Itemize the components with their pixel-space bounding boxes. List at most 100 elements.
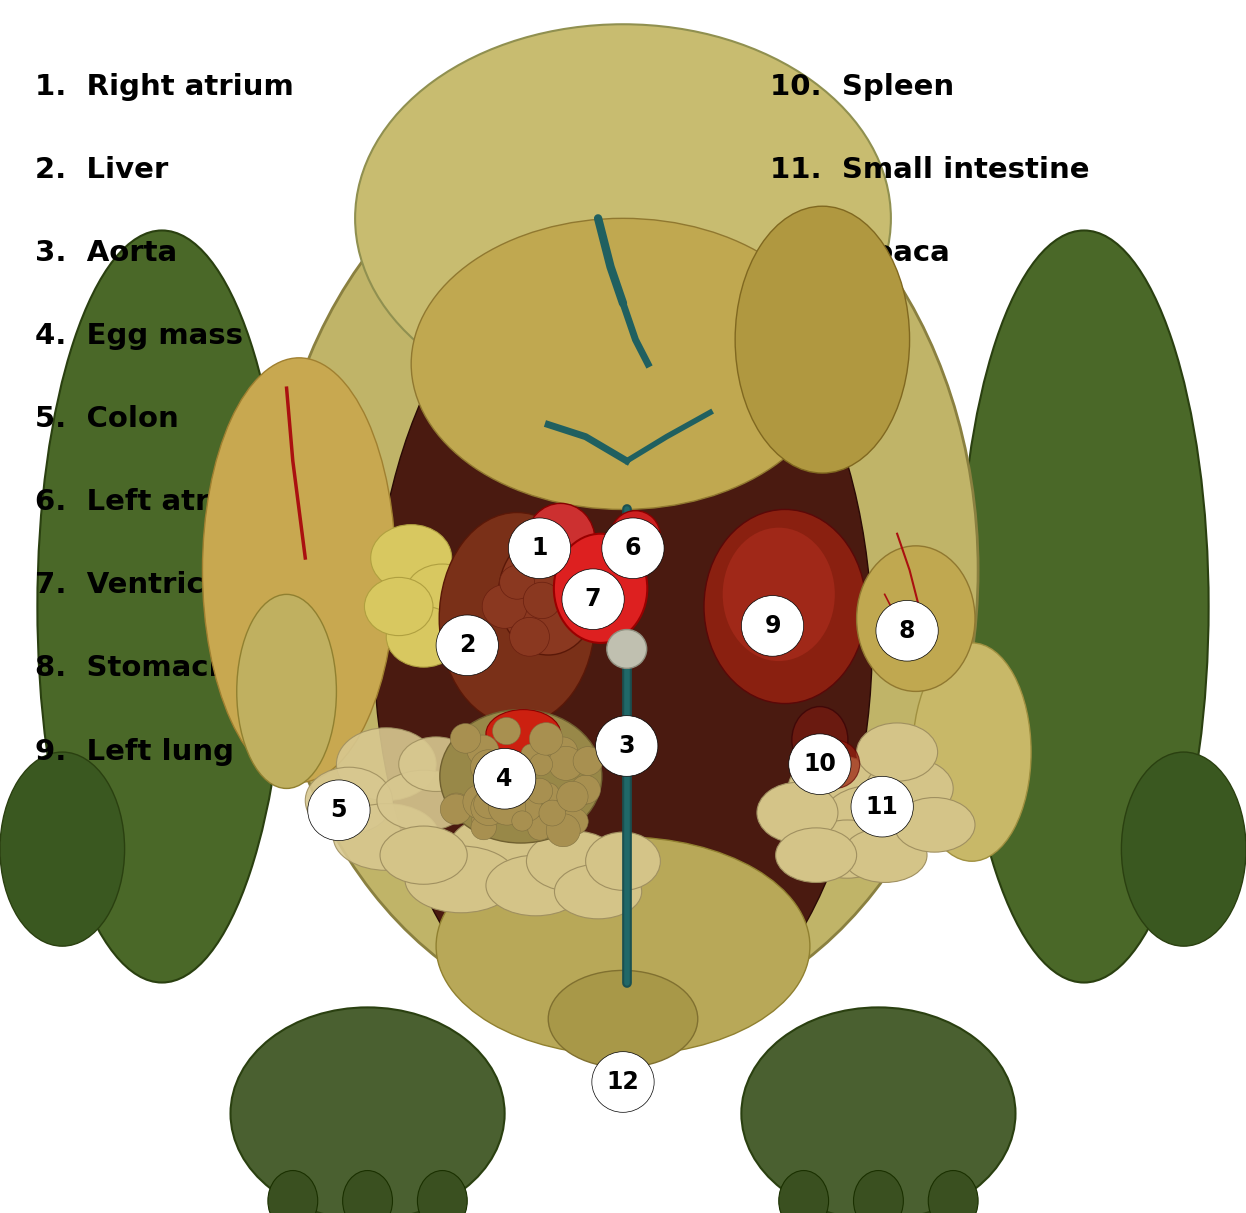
Text: 3: 3 bbox=[618, 734, 635, 758]
Ellipse shape bbox=[365, 577, 434, 636]
Circle shape bbox=[471, 790, 507, 826]
Ellipse shape bbox=[355, 24, 891, 412]
Text: 1.  Right atrium: 1. Right atrium bbox=[35, 73, 294, 101]
Ellipse shape bbox=[735, 206, 910, 473]
Ellipse shape bbox=[548, 970, 698, 1067]
Ellipse shape bbox=[386, 606, 461, 667]
Text: 1: 1 bbox=[531, 536, 548, 560]
Circle shape bbox=[442, 793, 471, 821]
Ellipse shape bbox=[486, 710, 561, 758]
Ellipse shape bbox=[405, 847, 517, 912]
Text: 10: 10 bbox=[804, 752, 836, 776]
Ellipse shape bbox=[810, 740, 860, 788]
Circle shape bbox=[472, 808, 497, 832]
Ellipse shape bbox=[440, 710, 602, 843]
Text: 10.  Spleen: 10. Spleen bbox=[770, 73, 954, 101]
Text: 7: 7 bbox=[584, 587, 602, 611]
Circle shape bbox=[508, 518, 571, 579]
Circle shape bbox=[482, 585, 527, 628]
Ellipse shape bbox=[586, 832, 660, 890]
Ellipse shape bbox=[374, 230, 872, 1055]
Circle shape bbox=[573, 747, 603, 775]
Ellipse shape bbox=[336, 728, 436, 801]
Circle shape bbox=[530, 723, 563, 756]
Text: 4: 4 bbox=[496, 767, 513, 791]
Text: 12: 12 bbox=[607, 1070, 639, 1094]
Text: 5.  Colon: 5. Colon bbox=[35, 405, 178, 433]
Circle shape bbox=[548, 738, 578, 765]
Circle shape bbox=[471, 750, 506, 785]
Ellipse shape bbox=[928, 1171, 978, 1213]
Text: 11: 11 bbox=[866, 795, 898, 819]
Circle shape bbox=[573, 784, 594, 804]
Circle shape bbox=[512, 792, 542, 821]
Ellipse shape bbox=[237, 594, 336, 788]
Text: 3.  Aorta: 3. Aorta bbox=[35, 239, 177, 267]
Text: 6: 6 bbox=[624, 536, 642, 560]
Ellipse shape bbox=[440, 512, 596, 724]
Circle shape bbox=[571, 775, 601, 804]
Ellipse shape bbox=[611, 511, 660, 562]
Circle shape bbox=[561, 808, 588, 835]
Ellipse shape bbox=[527, 503, 596, 576]
Circle shape bbox=[537, 782, 559, 804]
Circle shape bbox=[440, 795, 471, 825]
Ellipse shape bbox=[411, 218, 835, 509]
Ellipse shape bbox=[857, 546, 974, 691]
Ellipse shape bbox=[334, 803, 439, 871]
Ellipse shape bbox=[449, 815, 548, 883]
Ellipse shape bbox=[417, 1171, 467, 1213]
Ellipse shape bbox=[376, 770, 471, 831]
Ellipse shape bbox=[380, 826, 467, 884]
Circle shape bbox=[530, 753, 552, 775]
Circle shape bbox=[540, 801, 566, 826]
Circle shape bbox=[789, 734, 851, 795]
Ellipse shape bbox=[779, 1171, 829, 1213]
Circle shape bbox=[741, 596, 804, 656]
Ellipse shape bbox=[912, 643, 1032, 861]
Circle shape bbox=[557, 781, 588, 811]
Ellipse shape bbox=[553, 534, 648, 643]
Circle shape bbox=[607, 630, 647, 668]
Ellipse shape bbox=[792, 706, 847, 774]
Ellipse shape bbox=[895, 798, 974, 852]
Text: 8.  Stomach: 8. Stomach bbox=[35, 655, 229, 683]
Text: 6.  Left atrium: 6. Left atrium bbox=[35, 489, 270, 517]
Text: 2.  Liver: 2. Liver bbox=[35, 155, 168, 184]
Ellipse shape bbox=[436, 837, 810, 1055]
Text: 4.  Egg mass: 4. Egg mass bbox=[35, 321, 243, 351]
Circle shape bbox=[512, 810, 532, 831]
Text: 9.  Left lung: 9. Left lung bbox=[35, 738, 234, 765]
Ellipse shape bbox=[857, 723, 937, 781]
Text: 12.  Cloaca: 12. Cloaca bbox=[770, 239, 949, 267]
Circle shape bbox=[308, 780, 370, 841]
Circle shape bbox=[527, 816, 552, 841]
Circle shape bbox=[492, 717, 521, 745]
Ellipse shape bbox=[268, 115, 978, 1025]
Ellipse shape bbox=[789, 754, 882, 822]
Ellipse shape bbox=[554, 864, 642, 919]
Circle shape bbox=[473, 748, 536, 809]
Circle shape bbox=[473, 790, 503, 819]
Ellipse shape bbox=[704, 509, 866, 704]
Text: 8: 8 bbox=[898, 619, 916, 643]
Ellipse shape bbox=[371, 524, 451, 591]
Ellipse shape bbox=[741, 1007, 1015, 1213]
Circle shape bbox=[436, 615, 498, 676]
Circle shape bbox=[510, 617, 549, 656]
Text: 7.  Ventricle: 7. Ventricle bbox=[35, 571, 233, 599]
Circle shape bbox=[488, 788, 526, 825]
Ellipse shape bbox=[959, 230, 1209, 983]
Circle shape bbox=[596, 716, 658, 776]
Ellipse shape bbox=[775, 827, 857, 883]
Ellipse shape bbox=[399, 736, 473, 792]
Ellipse shape bbox=[231, 1007, 505, 1213]
Text: 5: 5 bbox=[330, 798, 348, 822]
Ellipse shape bbox=[343, 1171, 392, 1213]
Text: 11.  Small intestine: 11. Small intestine bbox=[770, 155, 1089, 184]
Circle shape bbox=[473, 788, 495, 810]
Ellipse shape bbox=[498, 534, 598, 655]
Circle shape bbox=[471, 815, 496, 839]
Circle shape bbox=[548, 746, 583, 780]
Text: 2: 2 bbox=[459, 633, 476, 657]
